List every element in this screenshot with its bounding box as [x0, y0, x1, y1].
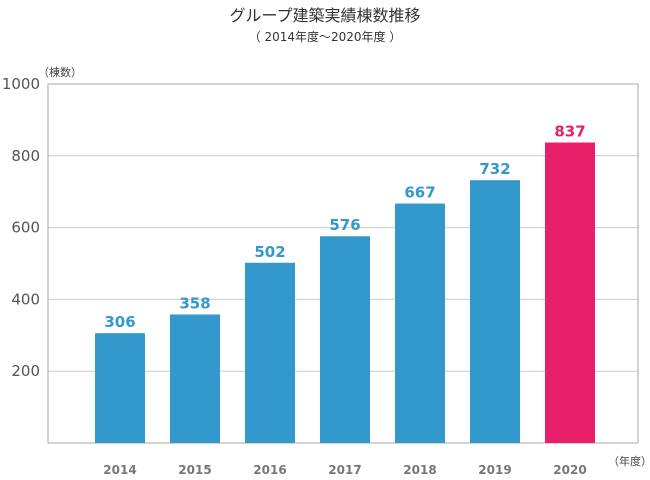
bar-2020 — [545, 142, 595, 443]
bar-2015 — [170, 314, 220, 443]
bar-2016 — [245, 262, 295, 443]
x-tick-label-2020: 2020 — [553, 463, 586, 477]
y-tick-label: 600 — [11, 219, 40, 237]
data-label-2019: 732 — [479, 160, 510, 178]
x-tick-label-2019: 2019 — [478, 463, 511, 477]
y-tick-label: 800 — [11, 147, 40, 165]
x-axis-unit-label: （年度） — [608, 454, 650, 468]
data-label-2018: 667 — [404, 184, 435, 202]
bar-2014 — [95, 333, 145, 443]
bar-2018 — [395, 203, 445, 443]
bar-2019 — [470, 180, 520, 443]
bars: 306 358 502 576 667 732 837 — [95, 123, 595, 443]
x-tick-label-2014: 2014 — [103, 463, 136, 477]
data-label-2020: 837 — [554, 123, 585, 141]
x-tick-label-2015: 2015 — [178, 463, 211, 477]
x-tick-label-2017: 2017 — [328, 463, 361, 477]
data-label-2017: 576 — [329, 216, 360, 234]
chart-subtitle: （ 2014年度～2020年度 ） — [248, 30, 402, 44]
y-tick-label: 400 — [11, 290, 40, 308]
x-tick-label-2016: 2016 — [253, 463, 286, 477]
data-label-2014: 306 — [104, 313, 135, 331]
y-tick-label: 200 — [11, 362, 40, 380]
data-label-2015: 358 — [179, 294, 210, 312]
data-label-2016: 502 — [254, 243, 285, 261]
x-tick-label-2018: 2018 — [403, 463, 436, 477]
chart-title: グループ建築実績棟数推移 — [229, 6, 421, 25]
x-axis-ticks: 2014 2015 2016 2017 2018 2019 2020 — [103, 463, 586, 477]
bar-2017 — [320, 236, 370, 443]
y-tick-label: 1000 — [2, 75, 40, 93]
y-axis-ticks: 200 400 600 800 1000 — [2, 75, 40, 380]
y-axis-unit-label: （棟数） — [38, 65, 82, 79]
